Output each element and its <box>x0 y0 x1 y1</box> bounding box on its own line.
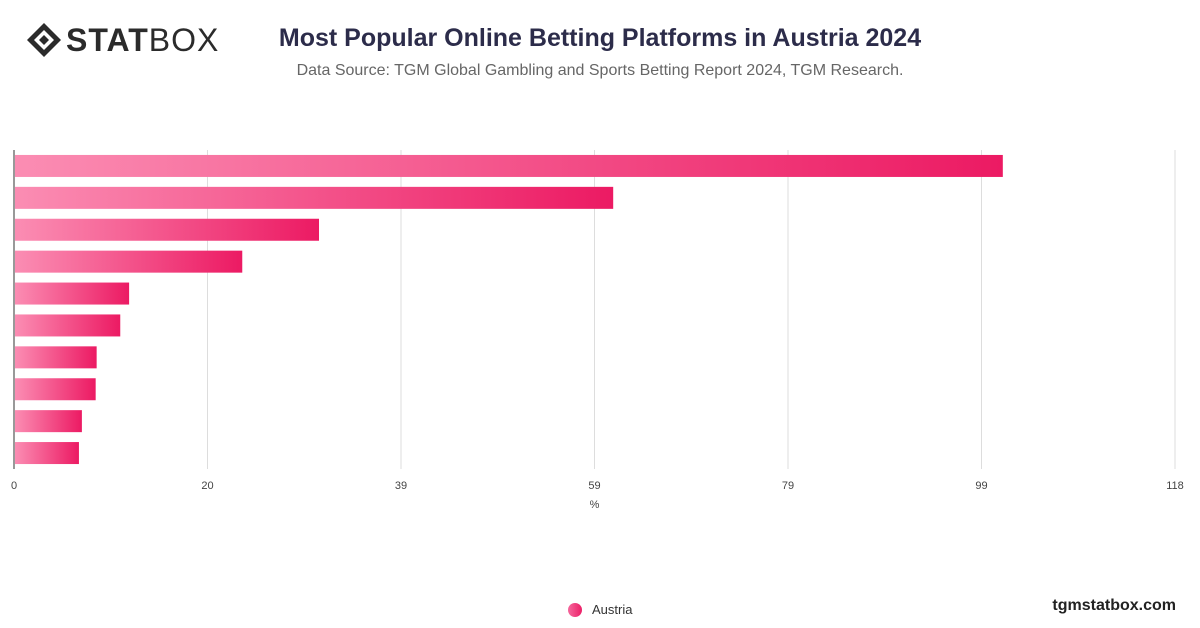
bar[interactable] <box>15 250 243 273</box>
legend-label-austria: Austria <box>592 602 633 617</box>
chart-subtitle: Data Source: TGM Global Gambling and Spo… <box>296 62 904 79</box>
x-tick-label: 99 <box>975 480 987 492</box>
x-tick-label: 0 <box>11 480 17 492</box>
chart-title: Most Popular Online Betting Platforms in… <box>278 24 922 52</box>
bar[interactable] <box>15 346 97 369</box>
logo-text: STATBOX <box>66 22 219 58</box>
bar[interactable] <box>15 442 79 465</box>
bar[interactable] <box>15 378 96 401</box>
logo: STATBOX <box>26 22 219 58</box>
bar-chart: 0 20 39 59 79 99 118 % <box>11 150 1184 511</box>
bar[interactable] <box>15 186 614 209</box>
bar[interactable] <box>15 410 82 433</box>
x-tick-label: 79 <box>782 480 794 492</box>
legend-swatch-austria <box>568 602 582 617</box>
bar[interactable] <box>15 314 121 337</box>
bar[interactable] <box>15 282 130 305</box>
logo-text-bold: STAT <box>66 22 149 58</box>
x-tick-label: 59 <box>588 480 600 492</box>
x-tick-label: 39 <box>395 480 407 492</box>
logo-text-light: BOX <box>148 22 220 58</box>
bar[interactable] <box>15 154 1003 177</box>
statbox-logo-icon <box>27 23 61 57</box>
x-tick-label: 20 <box>201 480 213 492</box>
x-axis-label: % <box>590 499 600 511</box>
x-tick-label: 118 <box>1166 480 1184 492</box>
site-url: tgmstatbox.com <box>1052 597 1176 614</box>
legend[interactable]: Austria <box>568 602 632 617</box>
bar[interactable] <box>15 218 320 241</box>
